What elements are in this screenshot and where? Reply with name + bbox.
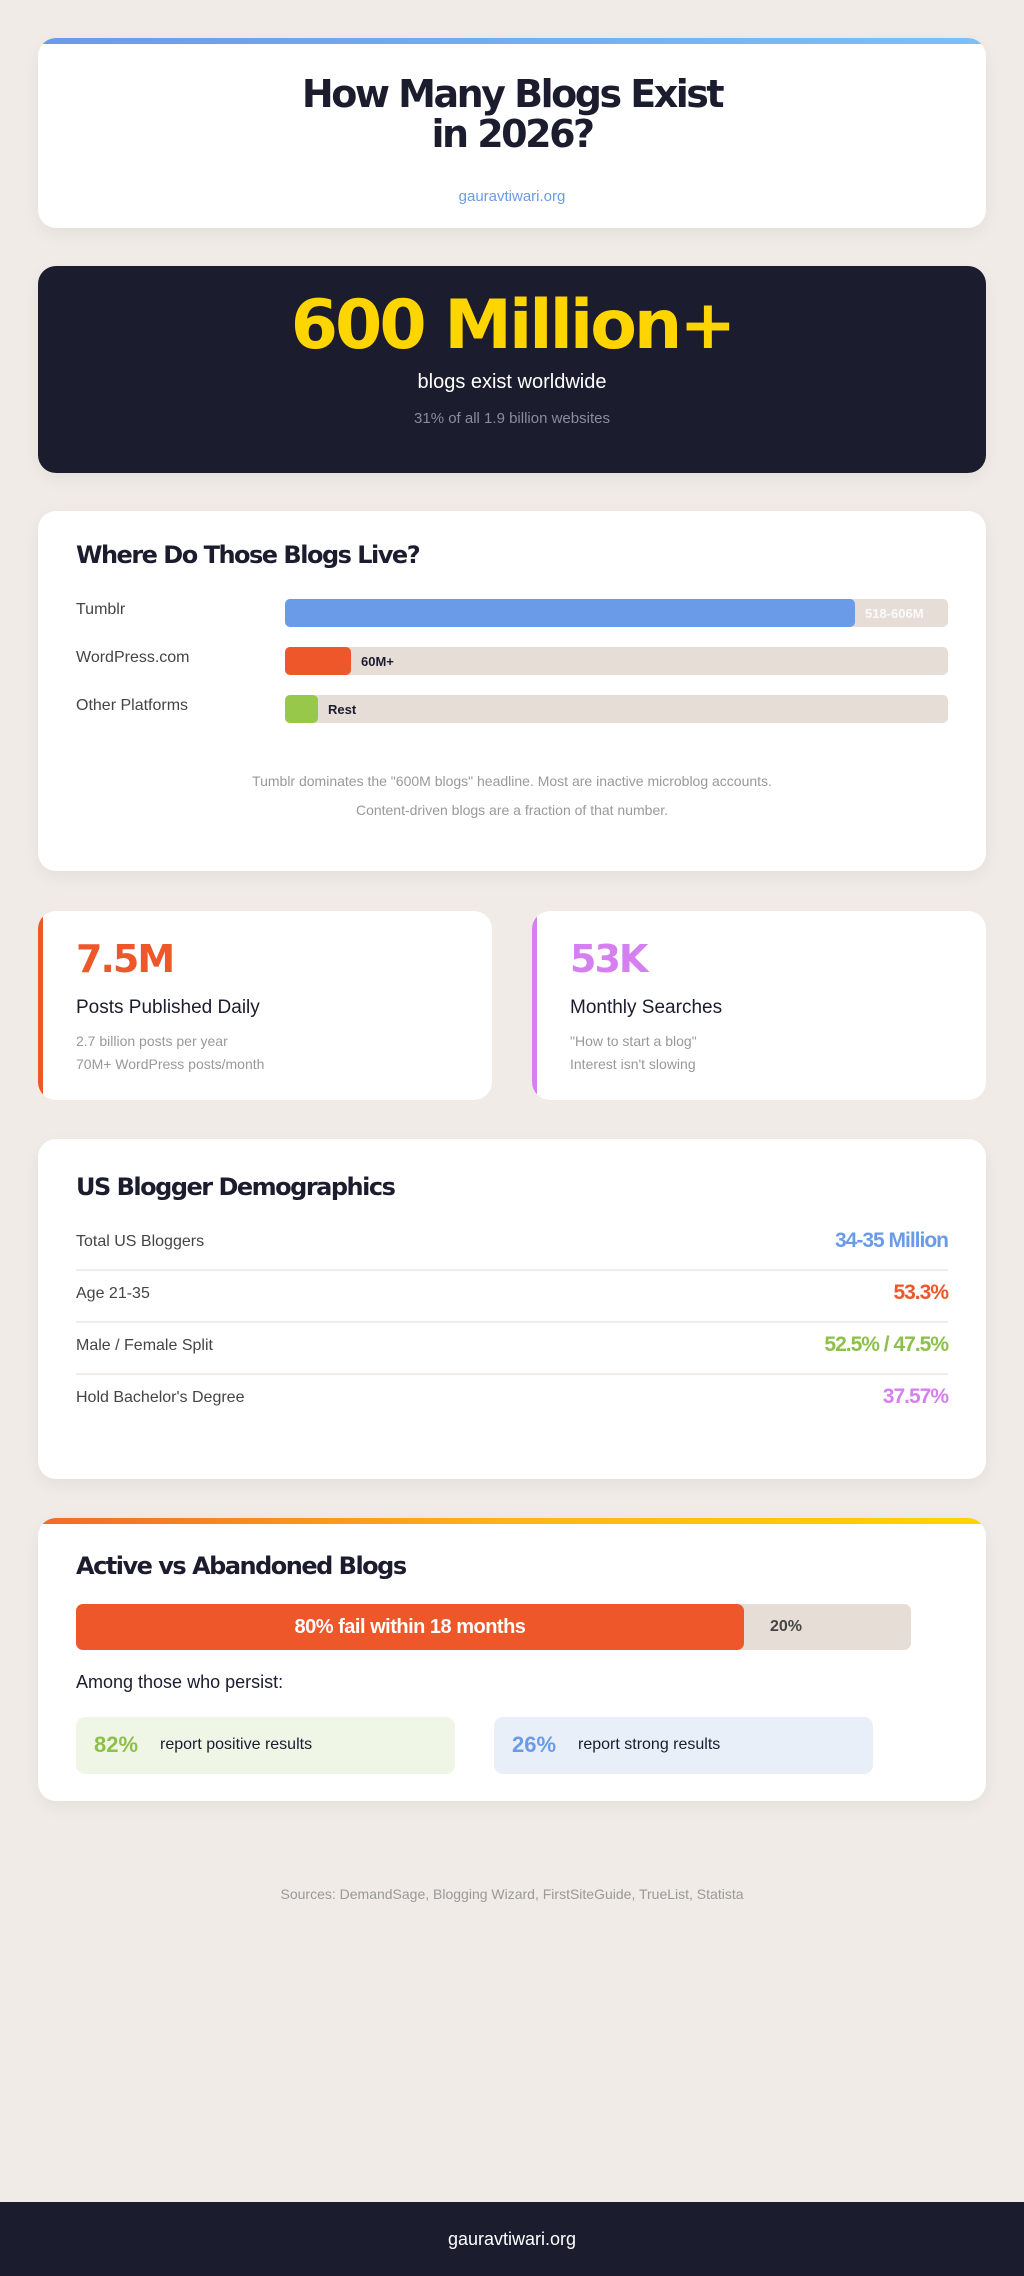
row-value: 34-35 Million [834,1229,949,1252]
platform-bar: 518-606M [285,599,948,627]
persist-label: Among those who persist: [76,1672,284,1692]
demographic-row: Male / Female Split 52.5% / 47.5% [76,1323,949,1375]
stat-label: Monthly Searches [570,997,723,1018]
active-card: Active vs Abandoned Blogs 80% fail withi… [38,1518,986,1801]
result-text: report positive results [160,1736,313,1753]
hero-sub: 31% of all 1.9 billion websites [414,410,610,427]
hero-number: 600 Million+ [290,286,737,365]
demographics-card: US Blogger Demographics Total US Blogger… [38,1139,986,1479]
section-title: Active vs Abandoned Blogs [76,1552,407,1580]
platforms-card: Where Do Those Blogs Live? Tumblr 518-60… [38,511,986,871]
stat-card-posts: 7.5M Posts Published Daily 2.7 billion p… [38,911,492,1100]
platform-row: WordPress.com 60M+ [76,647,948,675]
accent-bar [38,1518,986,1524]
section-title: Where Do Those Blogs Live? [76,541,421,569]
title-line: How Many Blogs Exist [301,72,725,116]
stat-card-searches: 53K Monthly Searches "How to start a blo… [532,911,986,1100]
bar-value: 60M+ [361,654,394,669]
page-title: How Many Blogs Exist in 2026? [38,74,986,154]
demographic-row: Age 21-35 53.3% [76,1271,949,1323]
title-line: in 2026? [431,112,595,156]
result-box: 82% report positive results [76,1717,455,1774]
sources: Sources: DemandSage, Blogging Wizard, Fi… [280,1886,744,1902]
row-value: 52.5% / 47.5% [824,1333,949,1356]
row-label: Total US Bloggers [76,1233,205,1250]
bar-fill [285,599,855,627]
stat-label: Posts Published Daily [76,997,260,1018]
platform-row: Tumblr 518-606M [76,599,948,627]
stat-number: 7.5M [76,937,175,981]
fail-bar: 80% fail within 18 months 20% [76,1604,911,1650]
accent-bar [38,38,986,44]
accent-edge [38,911,43,1100]
bar-value: Rest [328,702,357,717]
stat-sub: "How to start a blog" [570,1033,697,1049]
platform-label: WordPress.com [76,649,190,666]
result-pct: 26% [512,1732,557,1757]
demographic-row: Hold Bachelor's Degree 37.57% [76,1375,949,1427]
hero-card: 600 Million+ blogs exist worldwide 31% o… [38,266,986,473]
result-text: report strong results [578,1736,721,1753]
rest-value: 20% [770,1618,803,1635]
platform-label: Tumblr [76,601,126,618]
footer-domain[interactable]: gauravtiwari.org [447,2229,577,2249]
stat-sub: 70M+ WordPress posts/month [76,1056,265,1072]
section-title: US Blogger Demographics [76,1173,396,1201]
hero-label: blogs exist worldwide [417,371,607,393]
row-value: 53.3% [893,1281,949,1304]
footer: gauravtiwari.org [0,2202,1024,2276]
platform-bar: Rest [285,695,948,723]
stat-sub: 2.7 billion posts per year [76,1033,228,1049]
row-label: Male / Female Split [76,1337,213,1354]
header-card: How Many Blogs Exist in 2026? gauravtiwar… [38,38,986,228]
result-pct: 82% [94,1732,139,1757]
accent-edge [532,911,537,1100]
stat-number: 53K [570,937,648,981]
demographic-row: Total US Bloggers 34-35 Million [76,1219,949,1271]
domain-link[interactable]: gauravtiwari.org [458,188,566,205]
platforms-note: Content-driven blogs are a fraction of t… [355,802,669,818]
result-box: 26% report strong results [494,1717,873,1774]
bar-value: 518-606M [865,606,924,621]
platform-row: Other Platforms Rest [76,695,948,723]
row-value: 37.57% [882,1385,949,1408]
fail-fill: 80% fail within 18 months [76,1604,744,1650]
platform-bar: 60M+ [285,647,948,675]
row-label: Age 21-35 [76,1285,150,1302]
row-label: Hold Bachelor's Degree [76,1389,245,1406]
platform-label: Other Platforms [76,697,189,714]
stat-sub: Interest isn't slowing [570,1056,696,1072]
platforms-note: Tumblr dominates the "600M blogs" headli… [252,773,772,789]
bar-fill [285,695,318,723]
bar-fill [285,647,351,675]
